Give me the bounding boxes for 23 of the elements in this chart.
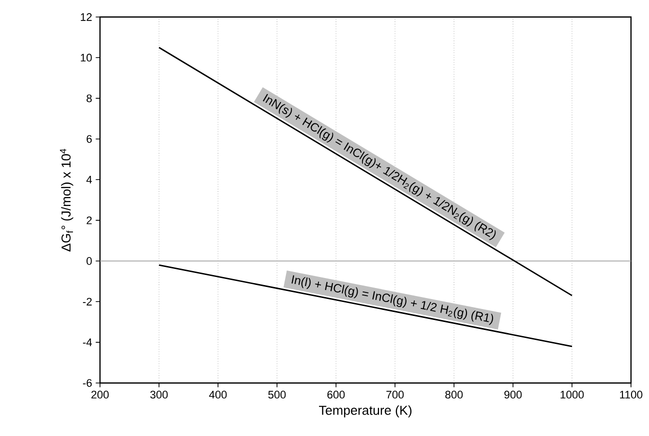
x-tick-label: 900 <box>504 390 522 399</box>
y-tick-label: 6 <box>86 135 92 143</box>
x-tick-label: 400 <box>209 390 227 399</box>
y-axis-title: ΔG$_{f}$° (J/mol) x 10$^{4}$ <box>60 148 74 252</box>
x-tick-label: 1000 <box>560 390 584 399</box>
x-tick-label: 700 <box>386 390 404 399</box>
y-tick-label: -6 <box>82 379 92 387</box>
annotation: In(l) + HCl(g) = InCl(g) + 1/2 H$_{2}$(g) (R1) <box>292 275 494 325</box>
x-tick-label: 1100 <box>620 390 642 399</box>
x-axis-title: Temperature (K) <box>319 405 412 418</box>
x-tick-label: 800 <box>445 390 463 399</box>
y-tick-label: -2 <box>82 298 92 306</box>
x-tick-label: 200 <box>91 390 109 399</box>
y-tick-label: 10 <box>80 54 92 62</box>
x-tick-label: 600 <box>327 390 345 399</box>
y-tick-label: 2 <box>86 216 92 224</box>
y-tick-label: 0 <box>86 257 92 265</box>
y-tick-label: 4 <box>86 176 92 184</box>
x-tick-label: 300 <box>150 390 168 399</box>
y-tick-label: 8 <box>86 94 92 102</box>
y-tick-label: 12 <box>80 13 92 21</box>
y-tick-label: -4 <box>82 338 92 346</box>
x-tick-label: 500 <box>268 390 286 399</box>
